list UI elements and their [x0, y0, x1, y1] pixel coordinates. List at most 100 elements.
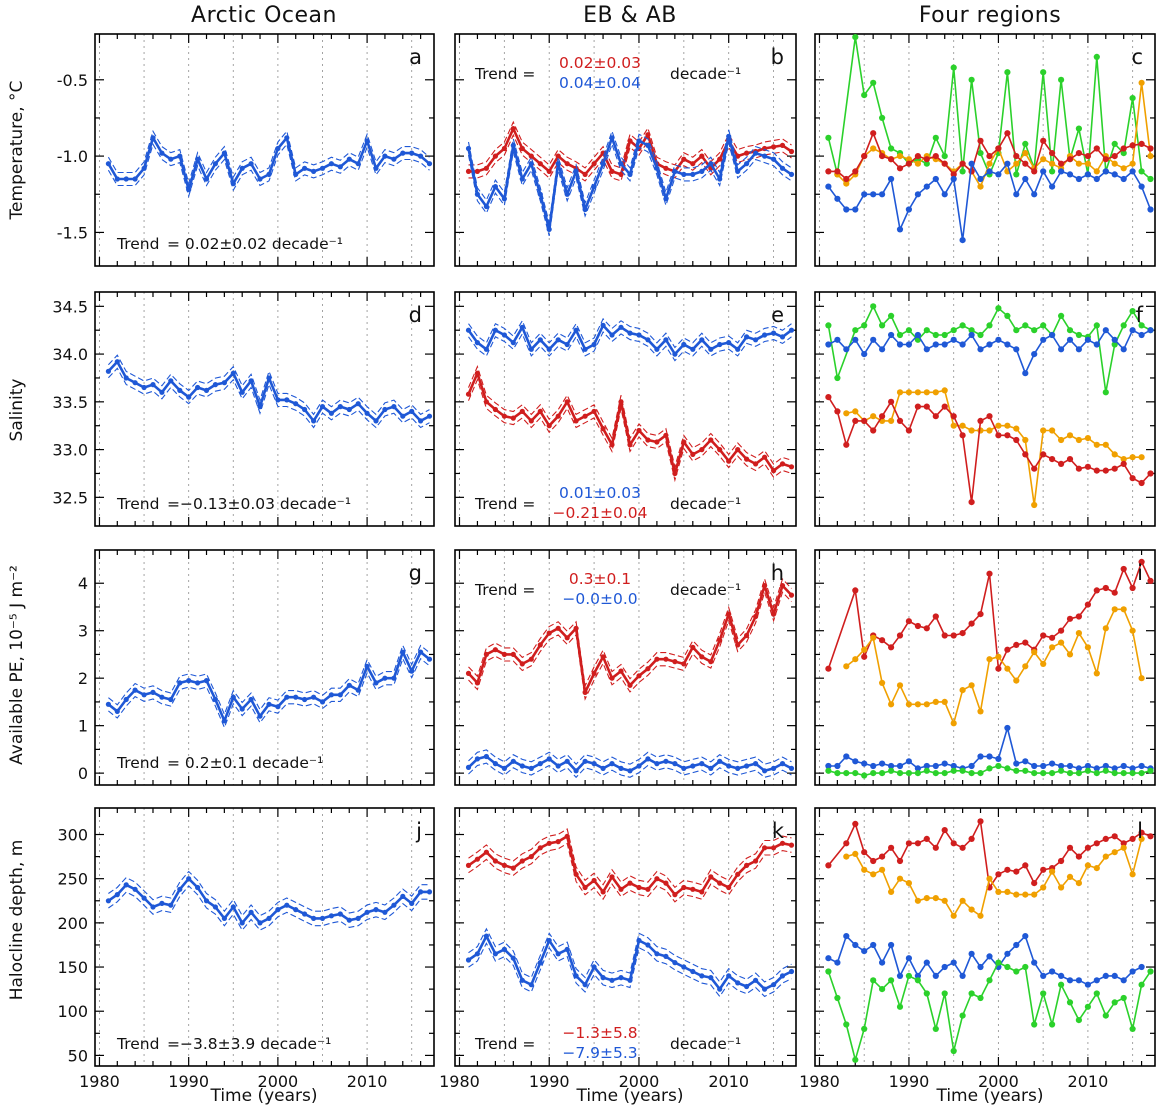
panel-grid: -1.5 -1.0 -0.5 a Trend = 0.02±0.02 decade⁻¹ b T…	[52, 33, 1156, 1091]
data-point-blue	[537, 761, 543, 767]
data-point-blue	[248, 909, 254, 915]
data-point-blue	[177, 153, 183, 159]
data-point-red	[914, 622, 922, 630]
data-point-green	[1013, 171, 1020, 178]
ylabel-available-pe: Available PE, 10⁻⁵ J m⁻²	[7, 565, 27, 765]
data-point-blue	[879, 191, 886, 198]
data-point-green	[1084, 767, 1091, 774]
data-point-blue	[779, 761, 786, 767]
data-point-blue	[150, 904, 156, 910]
data-point-orange	[986, 875, 993, 882]
data-point-green	[950, 1047, 957, 1055]
data-point-red	[591, 877, 597, 884]
data-point-orange	[941, 698, 948, 706]
data-point-blue	[474, 951, 480, 957]
data-point-blue	[337, 404, 343, 410]
data-point-blue	[537, 191, 543, 197]
data-point-red	[843, 175, 850, 183]
data-point-blue	[573, 768, 579, 774]
data-point-blue	[221, 380, 227, 386]
data-point-blue	[735, 765, 741, 772]
uncertainty-band-blue	[468, 762, 792, 779]
data-point-orange	[1004, 665, 1011, 672]
data-point-blue	[203, 176, 210, 182]
data-point-blue	[132, 886, 138, 892]
data-point-red	[1093, 587, 1100, 594]
data-point-red	[1111, 833, 1118, 840]
data-point-green	[923, 990, 930, 997]
data-point-orange	[1120, 456, 1127, 463]
data-point-red	[968, 620, 975, 627]
data-point-blue	[663, 337, 669, 343]
data-point-green	[834, 994, 841, 1002]
data-point-blue	[123, 176, 129, 182]
uncertainty-band-blue	[108, 885, 430, 932]
data-point-blue	[600, 765, 606, 772]
data-point-red	[896, 857, 904, 865]
data-point-orange	[888, 701, 895, 708]
data-point-blue	[105, 161, 111, 167]
data-point-green	[1022, 322, 1029, 329]
data-point-red	[1066, 844, 1074, 851]
data-point-red	[905, 427, 913, 434]
data-point-red	[483, 849, 489, 855]
data-point-blue	[465, 957, 472, 963]
x-tick-label: 2010	[1068, 1072, 1109, 1091]
data-point-blue	[426, 656, 433, 662]
data-point-orange	[1093, 441, 1100, 448]
data-point-blue	[914, 972, 922, 980]
data-point-green	[1049, 1021, 1056, 1028]
data-point-red	[825, 168, 832, 175]
data-point-red	[1013, 641, 1020, 649]
data-point-blue	[212, 161, 218, 167]
data-point-red	[986, 153, 993, 160]
data-point-blue	[753, 150, 759, 156]
data-point-blue	[636, 763, 642, 769]
data-point-blue	[311, 168, 317, 174]
data-point-blue	[257, 713, 263, 719]
data-point-blue	[1058, 346, 1065, 353]
data-point-blue	[1066, 171, 1074, 178]
data-point-green	[1013, 968, 1020, 975]
data-point-blue	[564, 758, 570, 764]
data-point-red	[609, 874, 615, 880]
data-point-orange	[1066, 651, 1074, 658]
data-point-blue	[257, 920, 263, 926]
data-point-blue	[364, 909, 370, 915]
data-point-red	[528, 656, 534, 662]
data-point-blue	[212, 696, 218, 703]
data-point-orange	[905, 880, 913, 887]
series-line-red	[467, 835, 792, 896]
trend-value: = 0.2±0.1 decade⁻¹	[167, 754, 323, 772]
panel-frame	[94, 291, 435, 527]
data-point-blue	[986, 341, 993, 348]
data-point-red	[950, 840, 957, 847]
data-point-orange	[923, 701, 930, 708]
data-point-blue	[941, 760, 948, 767]
trend-value: =−3.8±3.9 decade⁻¹	[167, 1035, 331, 1053]
data-point-blue	[609, 761, 615, 767]
data-point-red	[600, 889, 606, 895]
data-point-red	[1049, 150, 1056, 157]
data-point-red	[1031, 168, 1038, 175]
data-point-green	[1120, 150, 1127, 157]
data-point-blue	[779, 165, 786, 171]
data-point-orange	[1102, 625, 1109, 632]
data-point-red	[1013, 868, 1020, 875]
series-line-green	[827, 305, 1151, 394]
data-point-blue	[221, 915, 227, 922]
data-point-red	[663, 432, 669, 438]
data-point-green	[1049, 168, 1056, 175]
data-point-blue	[959, 972, 966, 980]
data-point-blue	[319, 165, 326, 171]
data-point-green	[1040, 990, 1047, 997]
data-point-orange	[905, 156, 913, 163]
data-point-blue	[735, 168, 741, 174]
panel-letter: i	[1137, 561, 1143, 585]
uncertainty-band-blue	[468, 942, 792, 998]
data-point-red	[1138, 479, 1145, 487]
data-point-red	[914, 840, 922, 847]
data-point-green	[825, 767, 832, 774]
data-point-blue	[257, 404, 263, 410]
data-point-red	[879, 853, 886, 860]
